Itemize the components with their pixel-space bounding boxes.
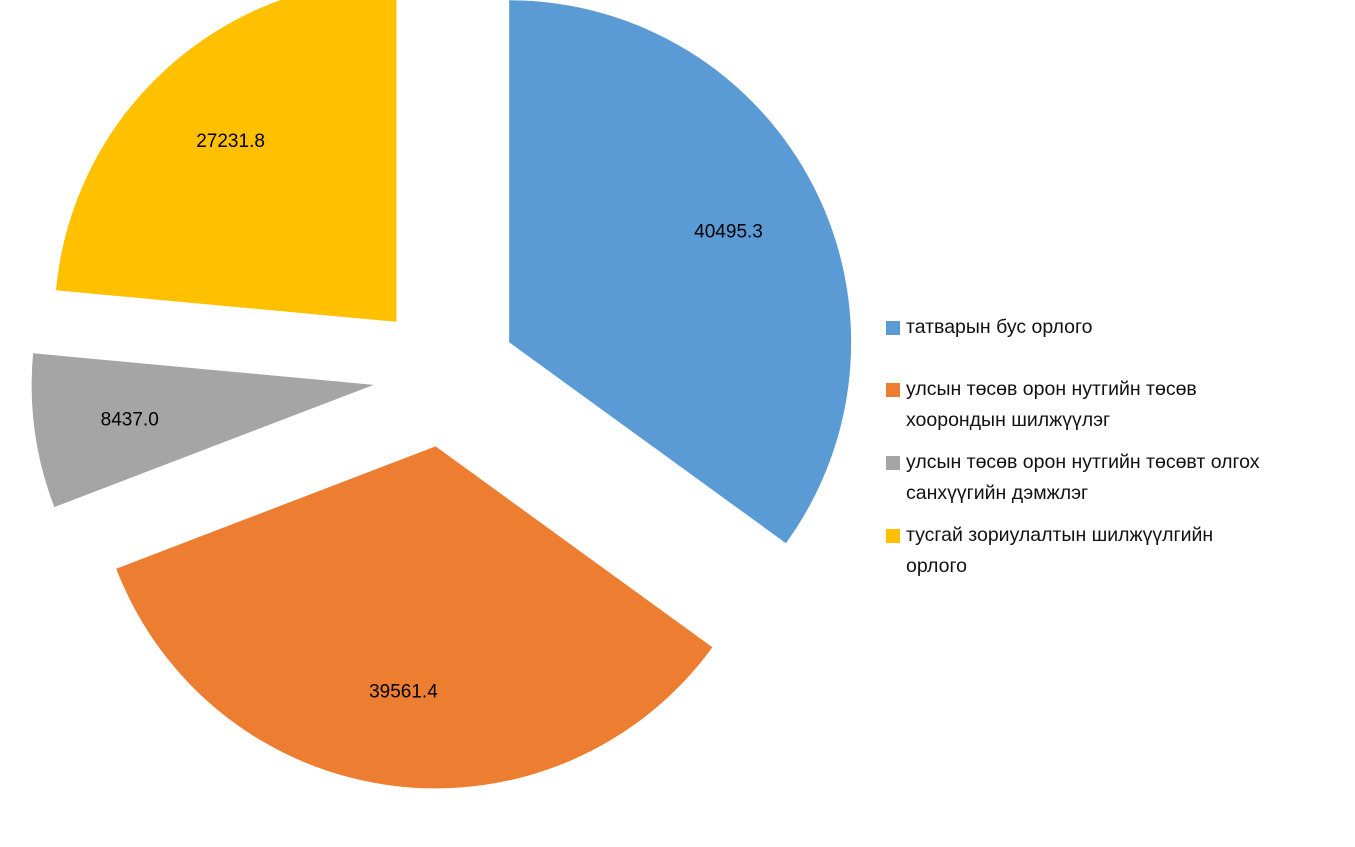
pie-slices [31,0,852,789]
legend-item-2: улсын төсөв орон нутгийн төсөвт олгох са… [886,447,1346,509]
legend: татварын бус орлого улсын төсөв орон нут… [886,312,1346,582]
pie-slice-0 [509,0,852,544]
legend-item-3: тусгай зориулалтын шилжүүлгийн орлого [886,520,1346,582]
legend-swatch-1 [886,383,900,397]
pie-slice-2 [31,353,374,508]
data-label-0: 40495.3 [694,221,763,242]
data-label-3: 27231.8 [196,131,265,152]
pie-slice-1 [116,446,713,789]
legend-swatch-0 [886,321,900,335]
legend-swatch-2 [886,456,900,470]
legend-label-0: татварын бус орлого [906,316,1093,338]
pie-slice-3 [55,0,397,322]
legend-label-3: тусгай зориулалтын шилжүүлгийн орлого [906,524,1214,577]
data-label-1: 39561.4 [369,682,438,703]
data-label-2: 8437.0 [101,409,159,430]
legend-label-1: улсын төсөв орон нутгийн төсөв хоорондын… [906,378,1197,431]
legend-swatch-3 [886,529,900,543]
legend-item-1: улсын төсөв орон нутгийн төсөв хоорондын… [886,374,1346,436]
data-labels: 40495.3 39561.4 8437.0 27231.8 [101,131,763,703]
legend-label-2: улсын төсөв орон нутгийн төсөвт олгох са… [906,451,1260,504]
legend-item-0: татварын бус орлого [886,312,1346,343]
